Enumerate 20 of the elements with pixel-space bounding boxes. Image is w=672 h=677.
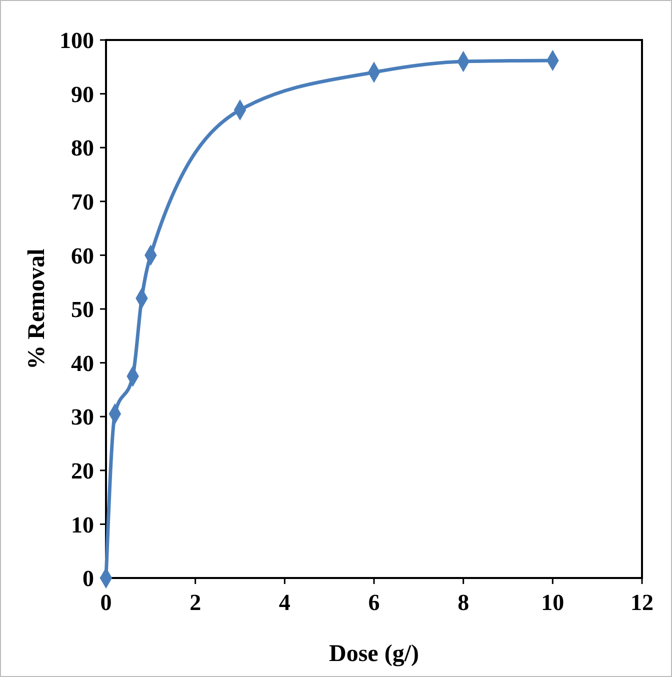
x-tick-label: 8 [458,590,470,615]
y-tick-label: 100 [60,28,94,54]
x-axis-title: Dose (g/) [329,641,419,667]
y-tick-label: 20 [71,458,94,484]
y-tick-label: 70 [71,189,94,214]
y-tick-label: 80 [71,136,94,161]
y-tick-label: 40 [71,350,94,376]
x-tick-label: 12 [630,590,654,615]
x-tick-label: 0 [100,590,112,615]
y-tick-label: 90 [71,82,94,107]
y-tick-label: 50 [71,297,94,322]
y-tick-label: 0 [82,566,94,592]
y-tick-label: 30 [71,404,94,430]
x-tick-label: 2 [190,590,202,615]
y-tick-label: 60 [71,243,94,268]
x-tick-label: 4 [278,590,291,615]
y-axis-title: % Removal [24,248,50,370]
y-tick-label: 10 [71,512,94,538]
x-tick-label: 6 [368,590,380,615]
x-tick-label: 10 [541,590,564,615]
